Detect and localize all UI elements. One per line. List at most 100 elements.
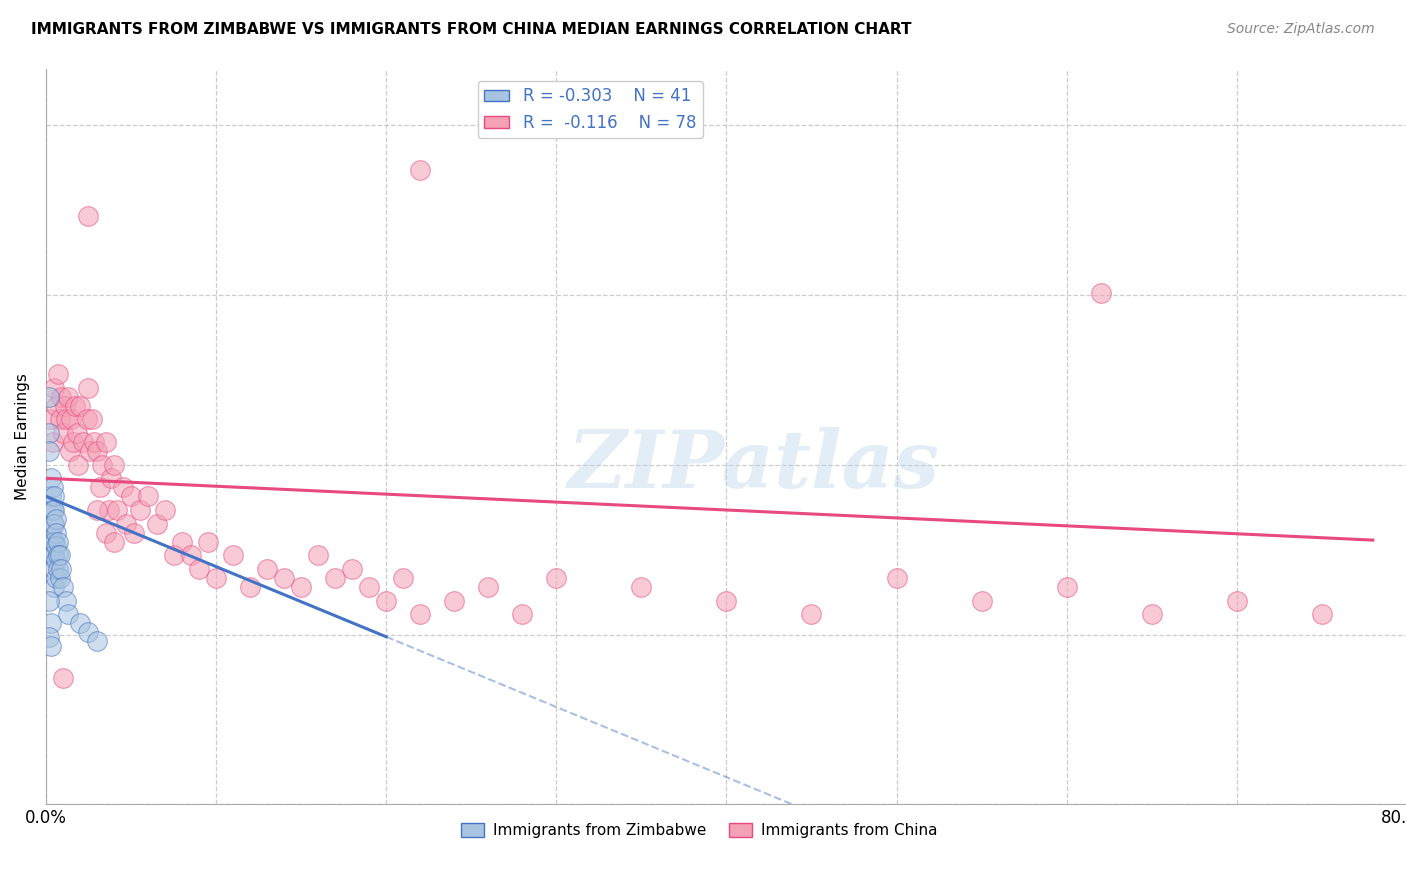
Point xyxy=(222,549,245,563)
Point xyxy=(46,534,69,549)
Point xyxy=(111,480,134,494)
Point xyxy=(52,671,75,685)
Point xyxy=(52,580,75,594)
Point xyxy=(107,503,129,517)
Point xyxy=(42,503,65,517)
Point xyxy=(69,399,91,413)
Point xyxy=(39,539,62,553)
Point xyxy=(120,490,142,504)
Point xyxy=(45,399,67,413)
Point xyxy=(239,580,262,594)
Point xyxy=(94,435,117,450)
Point xyxy=(44,534,66,549)
Point xyxy=(170,534,193,549)
Point xyxy=(51,562,73,576)
Point xyxy=(62,435,84,450)
Point xyxy=(205,571,228,585)
Point xyxy=(115,516,138,531)
Legend: Immigrants from Zimbabwe, Immigrants from China: Immigrants from Zimbabwe, Immigrants fro… xyxy=(454,817,943,845)
Point xyxy=(56,390,79,404)
Point xyxy=(162,549,184,563)
Point xyxy=(59,444,82,458)
Point xyxy=(45,553,67,567)
Y-axis label: Median Earnings: Median Earnings xyxy=(15,373,30,500)
Point xyxy=(273,571,295,585)
Point xyxy=(716,593,738,607)
Point xyxy=(886,571,908,585)
Point xyxy=(1140,607,1163,621)
Point xyxy=(44,503,66,517)
Point xyxy=(77,209,100,223)
Point xyxy=(1090,285,1112,300)
Point xyxy=(340,562,363,576)
Point xyxy=(77,381,100,395)
Text: ZIPatlas: ZIPatlas xyxy=(568,427,939,505)
Point xyxy=(39,412,62,426)
Point xyxy=(44,562,66,576)
Point xyxy=(39,525,62,540)
Point xyxy=(46,549,69,563)
Point xyxy=(39,490,62,504)
Point xyxy=(46,562,69,576)
Text: IMMIGRANTS FROM ZIMBABWE VS IMMIGRANTS FROM CHINA MEDIAN EARNINGS CORRELATION CH: IMMIGRANTS FROM ZIMBABWE VS IMMIGRANTS F… xyxy=(31,22,911,37)
Point xyxy=(546,571,568,585)
Point xyxy=(52,425,75,440)
Point xyxy=(477,580,499,594)
Point xyxy=(44,549,66,563)
Point xyxy=(79,444,101,458)
Point xyxy=(1056,580,1078,594)
Point xyxy=(39,639,62,653)
Point xyxy=(77,625,100,640)
Point xyxy=(94,525,117,540)
Point xyxy=(307,549,329,563)
Point xyxy=(409,163,432,178)
Point xyxy=(46,367,69,381)
Point xyxy=(86,503,108,517)
Point xyxy=(45,525,67,540)
Point xyxy=(392,571,415,585)
Point xyxy=(630,580,652,594)
Point xyxy=(51,390,73,404)
Point xyxy=(44,490,66,504)
Text: Source: ZipAtlas.com: Source: ZipAtlas.com xyxy=(1227,22,1375,37)
Point xyxy=(42,516,65,531)
Point xyxy=(39,503,62,517)
Point xyxy=(136,490,159,504)
Point xyxy=(38,593,60,607)
Point xyxy=(45,571,67,585)
Point xyxy=(39,616,62,631)
Point xyxy=(60,412,83,426)
Point xyxy=(128,503,150,517)
Point xyxy=(97,503,120,517)
Point xyxy=(970,593,993,607)
Point xyxy=(55,593,77,607)
Point xyxy=(39,471,62,485)
Point xyxy=(44,580,66,594)
Point xyxy=(48,412,70,426)
Point xyxy=(38,444,60,458)
Point xyxy=(42,534,65,549)
Point xyxy=(56,607,79,621)
Point xyxy=(443,593,465,607)
Point xyxy=(103,534,125,549)
Point xyxy=(91,458,114,472)
Point xyxy=(65,425,87,440)
Point xyxy=(45,539,67,553)
Point xyxy=(76,412,98,426)
Point xyxy=(48,571,70,585)
Point xyxy=(86,634,108,648)
Point xyxy=(42,480,65,494)
Point xyxy=(100,471,122,485)
Point xyxy=(80,412,103,426)
Point xyxy=(44,516,66,531)
Point xyxy=(42,435,65,450)
Point xyxy=(55,412,77,426)
Point xyxy=(188,562,211,576)
Point xyxy=(124,525,146,540)
Point xyxy=(800,607,823,621)
Point xyxy=(1310,607,1333,621)
Point xyxy=(89,480,111,494)
Point xyxy=(197,534,219,549)
Point xyxy=(67,458,90,472)
Point xyxy=(86,444,108,458)
